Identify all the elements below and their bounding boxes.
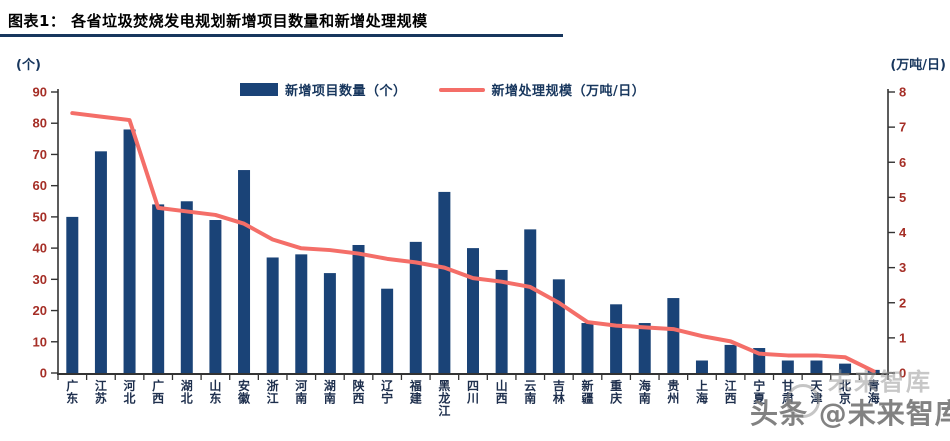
bar-河北 <box>123 129 136 373</box>
x-category-label: 江西 <box>725 378 737 406</box>
line-series-swatch <box>438 87 485 92</box>
bar-重庆 <box>610 304 623 373</box>
bar-四川 <box>467 248 479 373</box>
bar-辽宁 <box>381 288 394 373</box>
x-category-label: 吉林 <box>553 378 565 406</box>
bar-陕西 <box>352 244 365 373</box>
left-tick-label: 40 <box>33 241 47 256</box>
right-tick-label: 6 <box>899 155 906 170</box>
x-category-label: 陕西 <box>353 378 365 406</box>
bar-series-swatch <box>240 83 278 96</box>
x-category-label: 福建 <box>409 378 423 406</box>
chart-legend: 新增项目数量（个） 新增处理规模（万吨/日） <box>240 80 645 99</box>
x-category-label: 北京 <box>839 378 851 406</box>
x-category-label: 青海 <box>868 378 880 406</box>
right-tick-label: 5 <box>899 190 906 205</box>
bar-北京 <box>839 363 852 373</box>
watermark-logo-icon <box>786 384 820 418</box>
left-axis-unit-label: (个) <box>16 58 41 73</box>
x-category-label: 湖南 <box>324 378 336 406</box>
x-category-label: 海南 <box>639 378 651 406</box>
right-tick-label: 4 <box>899 225 907 240</box>
bar-山东 <box>209 220 222 373</box>
x-category-label: 云南 <box>524 379 536 406</box>
x-category-label: 河北 <box>123 378 136 406</box>
x-category-label: 辽宁 <box>381 379 394 406</box>
x-category-label: 黑龙江 <box>438 379 450 418</box>
watermark-text: 头条 @未来智库 <box>750 397 950 430</box>
figure-title-row: 图表1： 各省垃圾焚烧发电规划新增项目数量和新增处理规模 <box>0 8 950 31</box>
right-tick-label: 7 <box>899 120 906 135</box>
left-tick-label: 30 <box>33 272 47 287</box>
bar-云南 <box>524 229 537 373</box>
left-tick-label: 60 <box>33 178 47 193</box>
x-category-label: 新疆 <box>581 378 593 406</box>
bar-广西 <box>152 204 165 373</box>
left-tick-label: 50 <box>33 209 47 224</box>
bar-海南 <box>638 323 651 373</box>
right-axis-unit-label: (万吨/日) <box>890 58 946 73</box>
x-category-label: 上海 <box>696 378 708 406</box>
trend-line <box>70 111 876 374</box>
left-tick-label: 20 <box>33 303 47 318</box>
left-tick-label: 0 <box>40 366 47 381</box>
right-tick-label: 1 <box>899 330 906 345</box>
left-tick-label: 80 <box>33 116 47 131</box>
x-category-label: 河南 <box>294 378 307 406</box>
bar-福建 <box>409 241 422 373</box>
bar-新疆 <box>581 323 594 373</box>
bar-安徽 <box>238 170 251 373</box>
title-underline <box>0 34 563 37</box>
bar-吉林 <box>552 279 565 373</box>
x-category-label: 浙江 <box>267 378 279 406</box>
left-tick-label: 70 <box>33 147 47 162</box>
line-series-label: 新增处理规模（万吨/日） <box>491 84 646 99</box>
right-tick-label: 8 <box>899 85 906 100</box>
bar-上海 <box>695 360 708 373</box>
x-category-label: 四川 <box>466 379 479 406</box>
x-category-label: 广东 <box>66 378 78 406</box>
bar-贵州 <box>667 298 680 373</box>
bar-江西 <box>724 344 737 373</box>
bar-山西 <box>495 269 508 373</box>
bar-湖北 <box>180 201 193 373</box>
x-category-label: 宁夏 <box>753 378 766 406</box>
watermark-echo-text: 未来智库 <box>828 368 932 396</box>
x-category-label: 贵州 <box>666 378 679 406</box>
bar-河南 <box>295 254 308 373</box>
x-category-label: 湖北 <box>181 378 193 406</box>
left-tick-label: 10 <box>33 334 47 349</box>
x-category-label: 重庆 <box>609 378 622 406</box>
x-category-label: 广西 <box>152 378 164 406</box>
right-tick-label: 2 <box>899 295 906 310</box>
x-category-label: 山西 <box>496 378 508 406</box>
right-tick-label: 0 <box>899 366 906 381</box>
right-tick-label: 3 <box>899 260 906 275</box>
bar-江苏 <box>94 151 107 373</box>
bar-series-label: 新增项目数量（个） <box>285 84 407 99</box>
bar-广东 <box>66 216 79 373</box>
bar-天津 <box>810 360 823 373</box>
x-category-label: 安徽 <box>237 378 251 406</box>
x-category-label: 山东 <box>209 378 221 406</box>
bar-湖南 <box>323 273 336 373</box>
x-category-label: 江苏 <box>95 378 107 406</box>
left-tick-label: 90 <box>33 85 47 100</box>
bar-浙江 <box>266 257 279 373</box>
bar-甘肃 <box>781 360 794 373</box>
bar-黑龙江 <box>438 191 451 373</box>
chart-title: 图表1： 各省垃圾焚烧发电规划新增项目数量和新增处理规模 <box>8 12 428 30</box>
